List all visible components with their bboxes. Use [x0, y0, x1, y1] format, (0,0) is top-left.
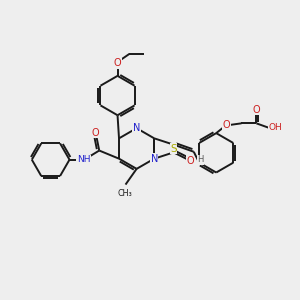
- Text: OH: OH: [268, 123, 282, 132]
- Text: O: O: [253, 105, 260, 115]
- Text: H: H: [198, 155, 204, 164]
- Text: O: O: [114, 58, 121, 68]
- Text: S: S: [170, 143, 177, 154]
- Text: N: N: [151, 154, 158, 164]
- Text: NH: NH: [77, 155, 90, 164]
- Text: N: N: [133, 123, 140, 133]
- Text: O: O: [223, 120, 230, 130]
- Text: O: O: [92, 128, 100, 138]
- Text: O: O: [186, 156, 194, 166]
- Text: CH₃: CH₃: [118, 189, 132, 198]
